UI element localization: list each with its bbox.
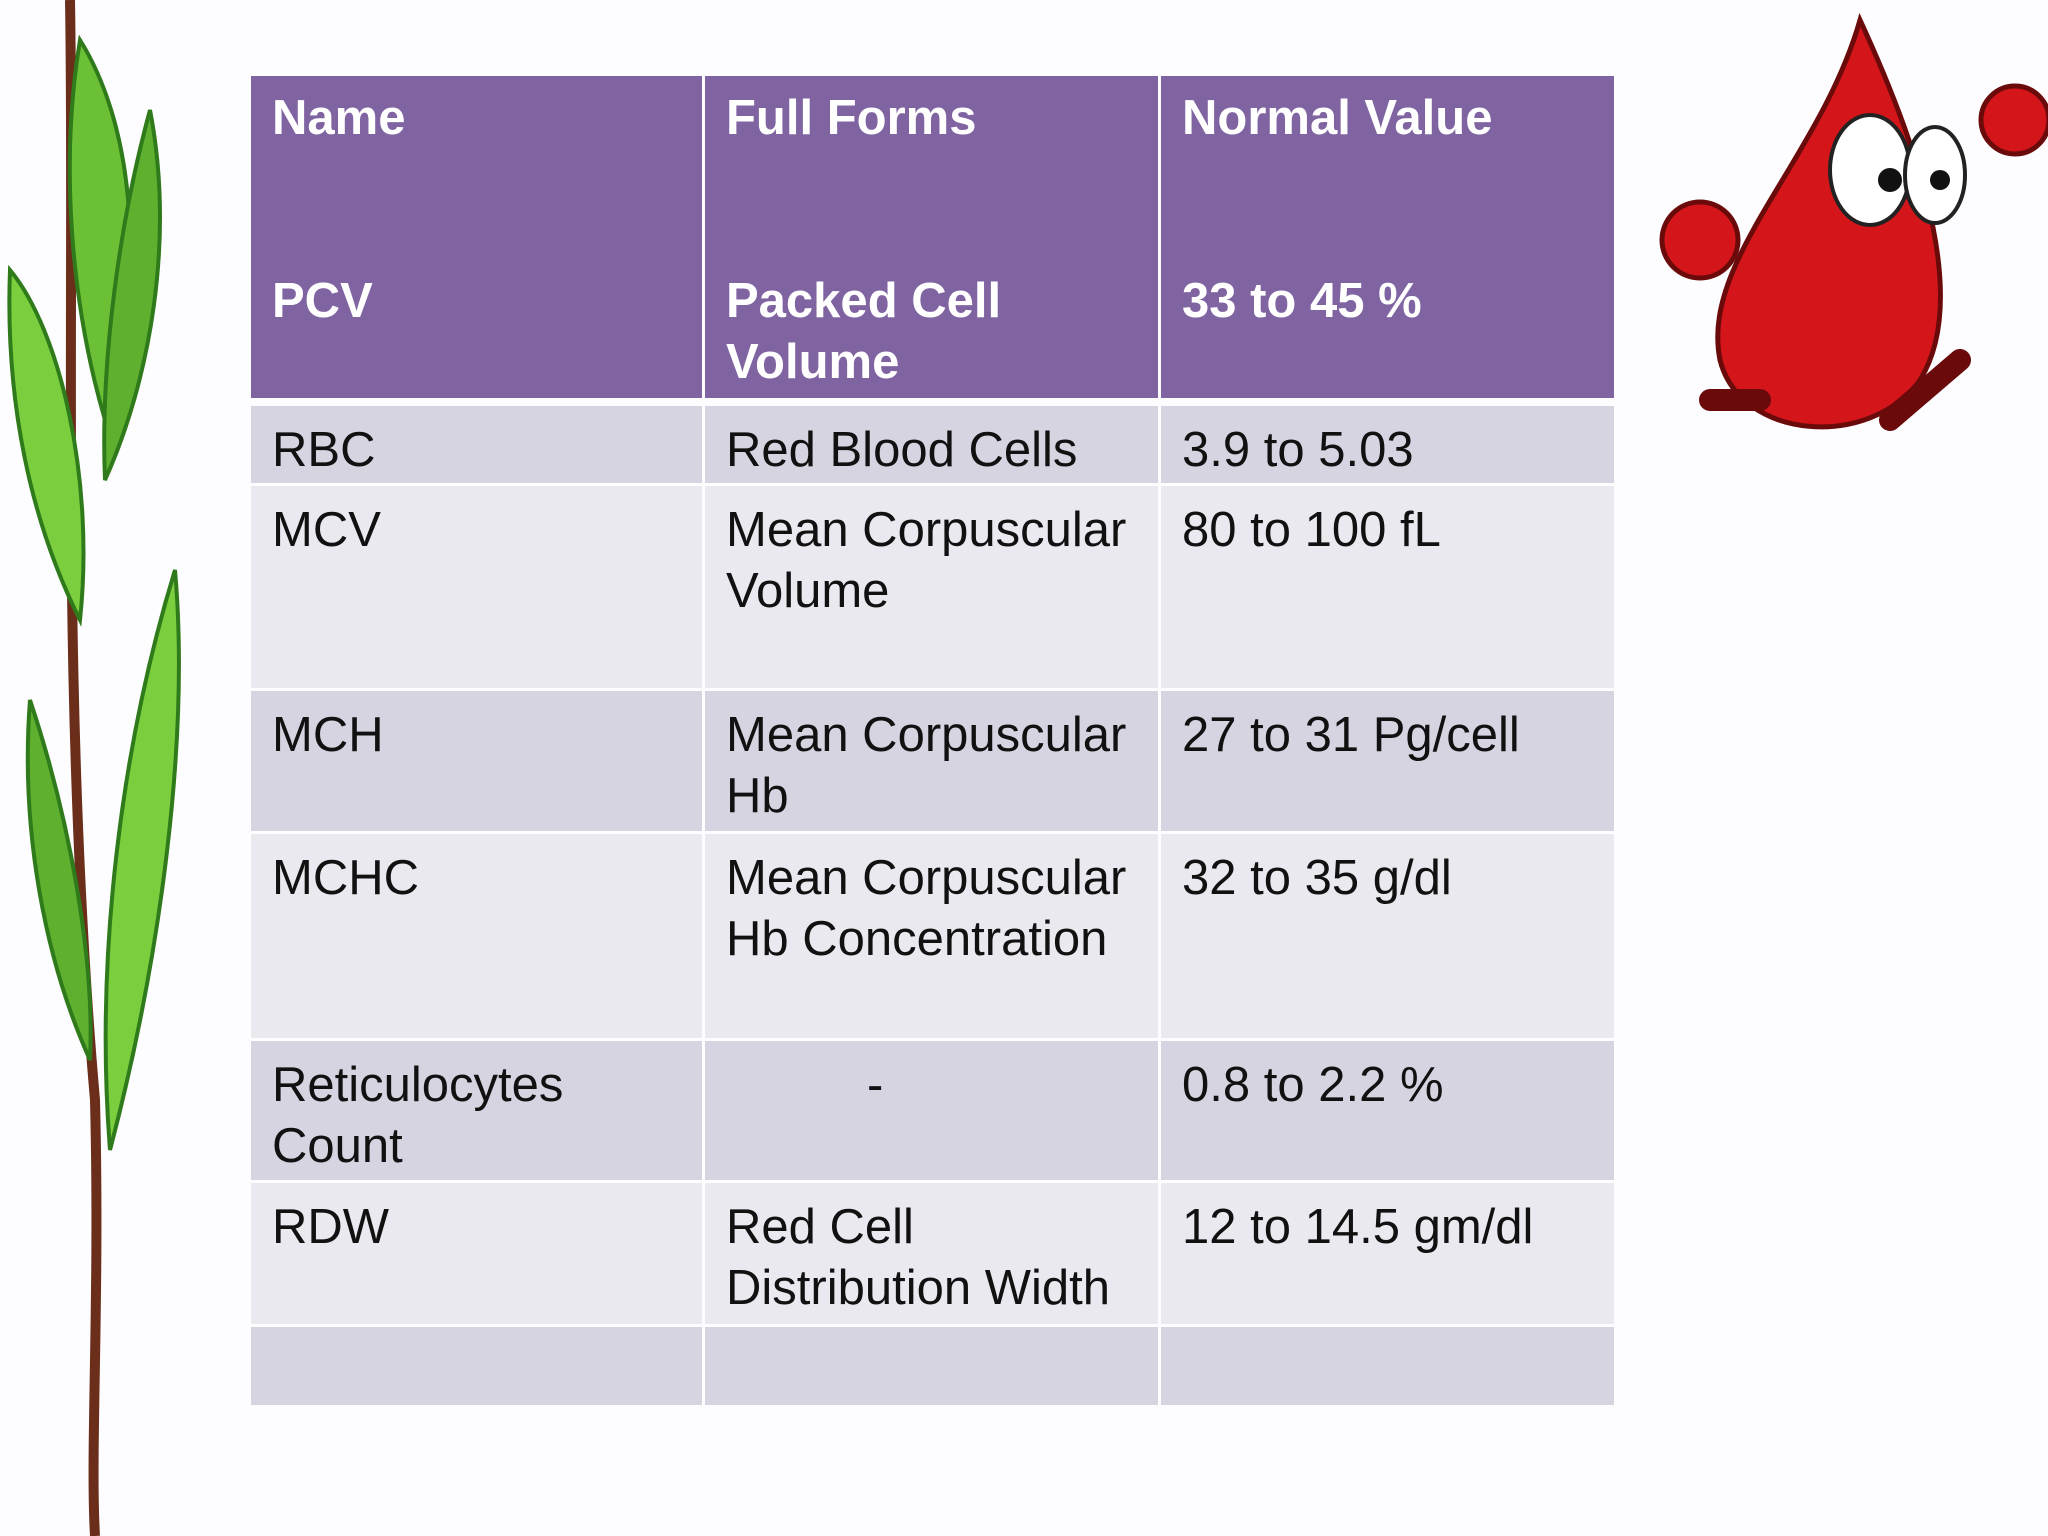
table-cell: Reticulocytes Count	[251, 1041, 702, 1180]
table-cell: RBC	[251, 406, 702, 483]
table-cell: Mean Corpuscular Hb	[705, 691, 1158, 831]
header-cell: Full Forms Packed Cell Volume	[705, 76, 1158, 398]
plant	[7, 0, 181, 1536]
header-cell: Name PCV	[251, 76, 702, 398]
header-text: Normal Value	[1182, 91, 1493, 145]
table-row: MCV Mean Corpuscular Volume 80 to 100 fL	[251, 486, 1614, 688]
table-cell: 12 to 14.5 gm/dl	[1161, 1183, 1614, 1324]
table-row: MCHC Mean Corpuscular Hb Concentration 32 …	[251, 834, 1614, 1038]
table-row: MCH Mean Corpuscular Hb 27 to 31 Pg/cell	[251, 691, 1614, 831]
empty-cell	[1161, 1327, 1614, 1405]
table-cell: 27 to 31 Pg/cell	[1161, 691, 1614, 831]
empty-cell	[251, 1327, 702, 1405]
table-cell: Mean Corpuscular Hb Concentration	[705, 834, 1158, 1038]
table-row: RDW Red Cell Distribution Width 12 to 14.5…	[251, 1183, 1614, 1324]
table-cell: 80 to 100 fL	[1161, 486, 1614, 688]
empty-row	[251, 1327, 1614, 1405]
table-row: Reticulocytes Count -0.8 to 2.2 %	[251, 1041, 1614, 1180]
table-cell: RDW	[251, 1183, 702, 1324]
table-cell: Red Blood Cells	[705, 406, 1158, 483]
blood-drop-mascot	[1659, 12, 2048, 431]
header-cell: Normal Value 33 to 45 %	[1161, 76, 1614, 398]
table-cell: MCHC	[251, 834, 702, 1038]
table-cell: MCV	[251, 486, 702, 688]
table-cell: -	[705, 1041, 1158, 1180]
table-cell: Red Cell Distribution Width	[705, 1183, 1158, 1324]
table-cell: 0.8 to 2.2 %	[1161, 1041, 1614, 1180]
table-row: RBC Red Blood Cells 3.9 to 5.03	[251, 406, 1614, 483]
table-cell: MCH	[251, 691, 702, 831]
subheader-text: PCV	[272, 274, 373, 328]
subheader-text: 33 to 45 %	[1182, 274, 1422, 328]
subheader-text: Packed Cell Volume	[726, 274, 1002, 389]
table-cell: 32 to 35 g/dl	[1161, 834, 1614, 1038]
header-row: Name PCV Full Forms Packed Cell Volume Norma…	[251, 76, 1614, 398]
table-cell: 3.9 to 5.03	[1161, 406, 1614, 483]
empty-cell	[705, 1327, 1158, 1405]
header-text: Full Forms	[726, 91, 977, 145]
table-cell: Mean Corpuscular Volume	[705, 486, 1158, 688]
header-text: Name	[272, 91, 406, 145]
table: Name PCV Full Forms Packed Cell Volume Norma…	[251, 76, 1614, 1408]
